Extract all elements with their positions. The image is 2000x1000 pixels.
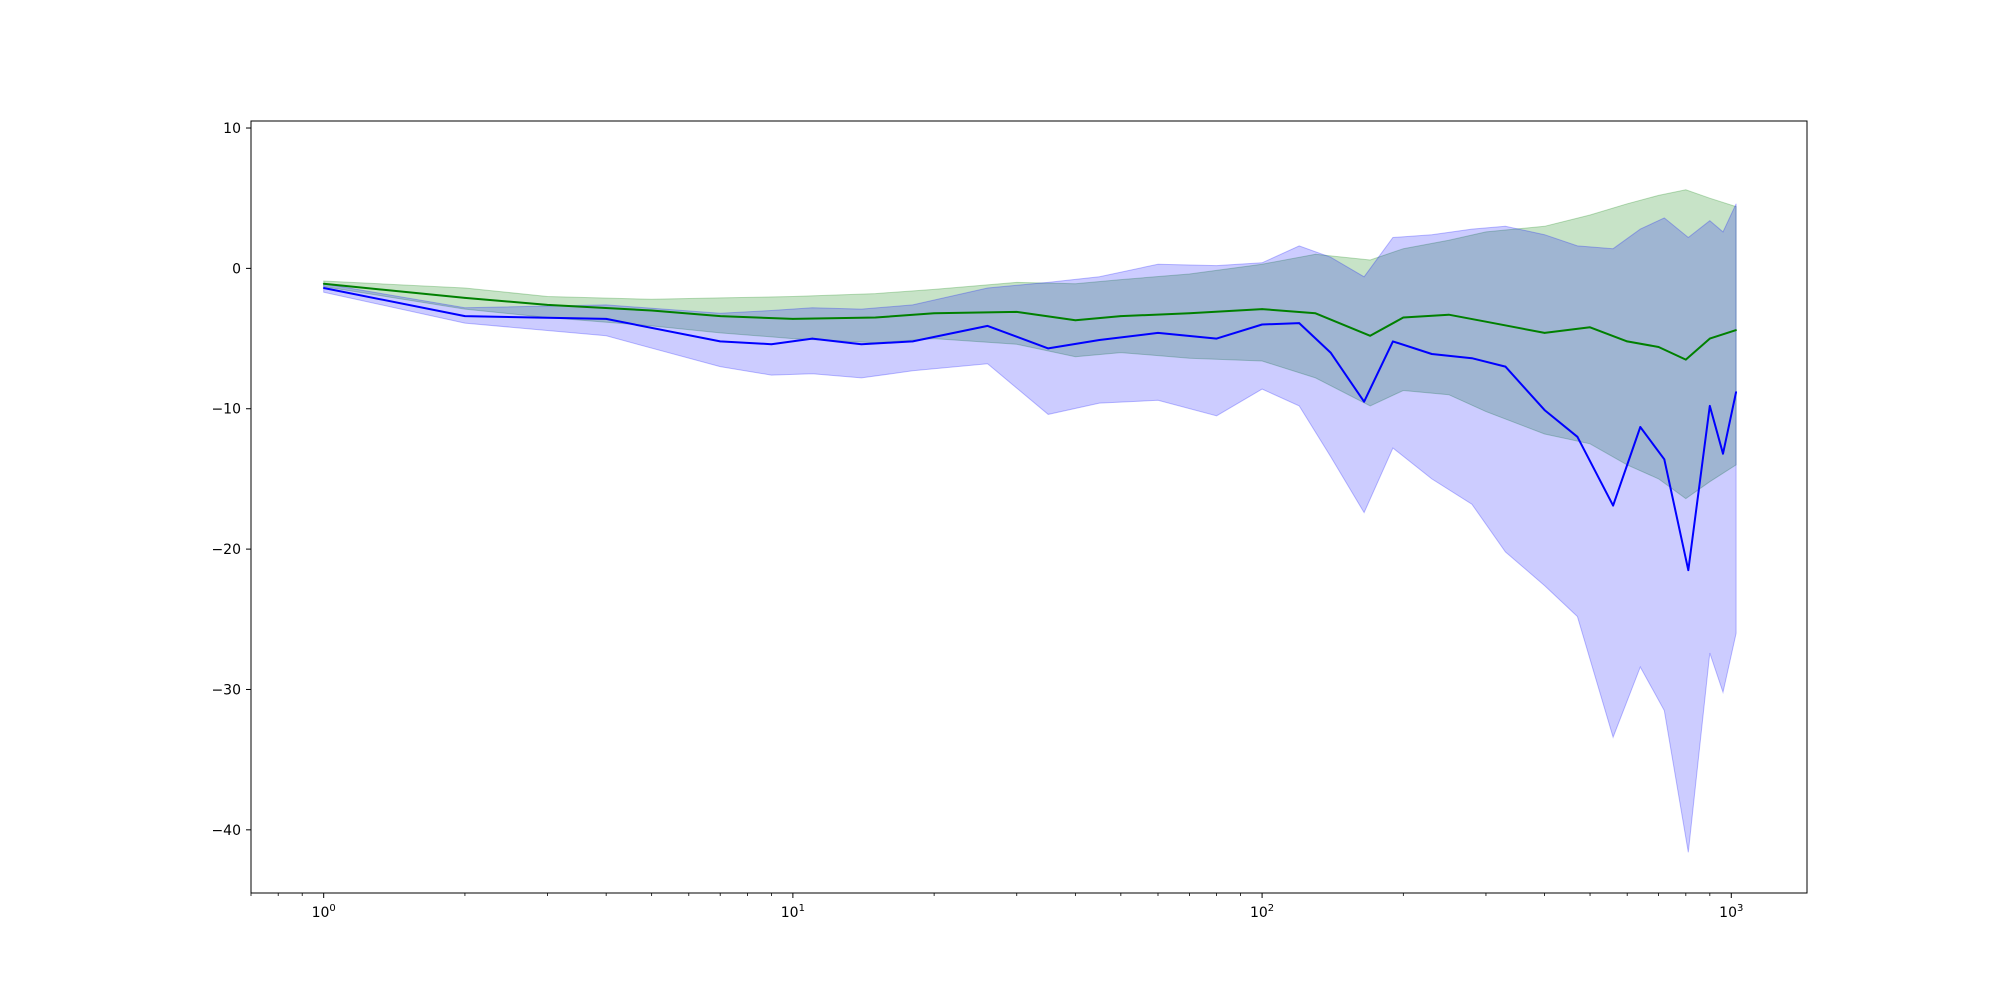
series-1-point [1589, 326, 1591, 329]
y-tick-label: −40 [211, 823, 241, 839]
series-1-point [874, 316, 877, 319]
x-tick-label: 102 [1250, 903, 1274, 921]
series-1-point [1543, 332, 1546, 334]
series-1-point [1685, 358, 1687, 361]
series-1-point [1369, 335, 1371, 337]
series-1-point [1015, 311, 1018, 313]
series-2-point [1722, 452, 1724, 455]
series-1-point [1314, 312, 1317, 315]
series-2-point [1735, 391, 1737, 393]
series-2-point [605, 318, 607, 320]
series-1-point [650, 309, 653, 312]
series-2-point [1663, 458, 1666, 461]
x-axis: 100 101 102 103 [250, 893, 1743, 921]
series-1-point [464, 297, 466, 299]
series-2-point [1298, 322, 1300, 324]
series-lines [322, 282, 1738, 572]
series-2-point [322, 287, 325, 289]
series-2-point [1392, 340, 1394, 343]
series-1-point [1074, 319, 1077, 322]
series-2-point [1471, 357, 1473, 360]
series-1-point [1626, 340, 1628, 343]
series-1-point [1709, 337, 1711, 340]
series-2-point [1576, 436, 1579, 438]
series-2-point [1098, 339, 1101, 341]
series-2-point [1261, 323, 1263, 326]
series-2-point [1543, 409, 1546, 411]
y-tick-label: 0 [232, 261, 241, 277]
series-2-point [719, 340, 721, 343]
series-1-point [792, 318, 794, 320]
series-1-point [1261, 308, 1263, 310]
series-2-point [1504, 365, 1507, 368]
series-1-point [1402, 316, 1405, 319]
series-2-point [1612, 504, 1614, 507]
y-tick-label: 10 [223, 121, 241, 137]
series-1-point [1735, 329, 1737, 331]
x-tick-label: 101 [781, 903, 805, 921]
series-1-point [1120, 315, 1122, 317]
series-2-point [1047, 347, 1049, 350]
series-2-point [1709, 405, 1711, 407]
series-2-band [323, 203, 1737, 853]
series-2-point [811, 337, 814, 340]
series-2-point [1329, 351, 1332, 354]
series-2-point [1363, 400, 1365, 403]
series-2-point [464, 315, 466, 317]
plot-area-frame [250, 120, 1808, 894]
series-2-point [770, 343, 773, 346]
series-1-point [546, 304, 549, 306]
y-tick-label: −20 [211, 542, 241, 558]
series-2-line [323, 287, 1738, 572]
series-2-point [860, 343, 863, 346]
series-1-point [1657, 346, 1660, 348]
y-axis: 10 0 −10 −20 −30 −40 [211, 121, 251, 839]
series-1-point [1485, 320, 1487, 323]
x-tick-label: 100 [312, 903, 336, 921]
y-tick-label: −30 [211, 682, 241, 698]
y-tick-label: −10 [211, 402, 241, 418]
series-1-point [719, 315, 721, 317]
series-2-point [1431, 353, 1433, 355]
x-tick-label: 103 [1719, 903, 1743, 921]
series-1-point [322, 283, 325, 285]
series-1-point [1188, 312, 1191, 315]
series-1-band [323, 189, 1737, 500]
series-2-point [911, 340, 914, 343]
series-2-point [986, 325, 989, 327]
series-1-point [933, 312, 935, 315]
series-2-point [1215, 337, 1218, 340]
series-2-point [1639, 426, 1642, 428]
series-1-point [1448, 313, 1450, 316]
confidence-bands [323, 189, 1737, 853]
series-2-point [1157, 332, 1159, 334]
series-2-point [1687, 569, 1690, 571]
